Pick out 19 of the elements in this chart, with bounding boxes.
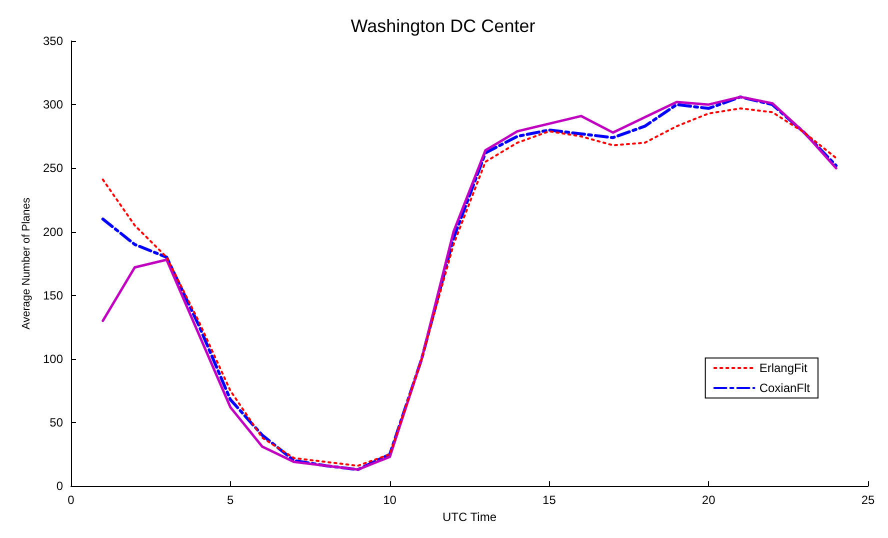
y-tick-label: 50: [50, 416, 64, 430]
x-tick-label: 10: [383, 493, 397, 508]
x-tick-label: 15: [542, 493, 556, 508]
y-tick-label: 150: [42, 288, 64, 302]
y-tick-label: 0: [56, 479, 64, 494]
x-axis-title: UTC Time: [442, 510, 497, 524]
y-tick-label: 300: [42, 98, 64, 112]
x-tick-label: 25: [861, 493, 875, 508]
legend-label: CoxianFlt: [759, 381, 811, 395]
chart-title: Washington DC Center: [350, 16, 536, 36]
x-tick-label: 0: [68, 493, 75, 508]
y-tick-label: 100: [42, 352, 64, 366]
y-axis-title: Average Number of Planes: [20, 197, 33, 330]
y-tick-label: 350: [42, 34, 64, 48]
legend-label: ErlangFit: [759, 361, 808, 375]
y-tick-label: 200: [42, 224, 64, 239]
x-tick-label: 5: [227, 493, 234, 508]
y-tick-label: 250: [42, 161, 64, 176]
x-tick-label: 20: [702, 493, 716, 508]
